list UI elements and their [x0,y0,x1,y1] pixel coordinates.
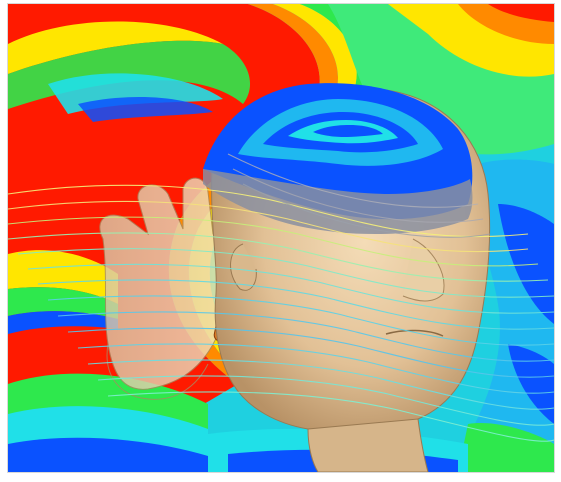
simulation-svg [8,4,554,472]
simulation-image [7,3,555,473]
field-contour-lines [8,153,554,442]
head-cross-section [203,83,473,235]
